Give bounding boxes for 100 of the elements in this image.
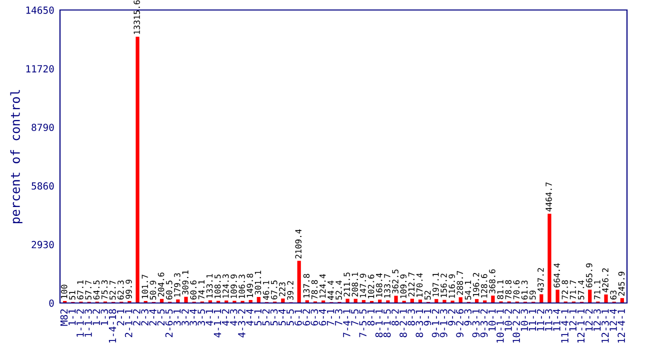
x-tick-label: 7-1: [327, 309, 334, 326]
data-label: 101.7: [142, 274, 148, 298]
x-tick-label: 9-1: [424, 309, 432, 326]
data-label: 288.7: [456, 271, 464, 295]
data-label: 437.2: [538, 268, 544, 292]
data-label: 52: [424, 290, 431, 300]
data-label: 51: [69, 290, 76, 300]
data-label: 124.3: [222, 274, 229, 298]
x-tick-label: 12-1: [569, 309, 576, 331]
data-label: 212.7: [408, 272, 414, 296]
data-label: 72.8: [562, 280, 568, 300]
x-tick-label: 12-3-1: [601, 309, 609, 343]
x-tick-label: 4-3-2: [238, 309, 246, 338]
x-tick-label: 5-3: [270, 309, 278, 326]
x-tick-label: 9-3-1: [472, 309, 480, 338]
x-tick-label: 1-1-3: [84, 309, 92, 337]
data-label: 133.1: [206, 274, 213, 298]
data-label: 197.1: [432, 272, 439, 296]
data-label: 368.6: [489, 269, 496, 294]
x-tick-label: 9-1-3: [440, 309, 448, 338]
x-tick-label: 7-4-1: [343, 309, 350, 338]
x-tick-label: 7-5-5: [359, 309, 367, 338]
data-label: 46.1: [262, 280, 270, 300]
x-tick-label: 10-1-1: [496, 309, 504, 343]
data-label: 426.2: [602, 268, 608, 292]
data-label: 75.3: [101, 280, 108, 300]
data-label: 156.2: [440, 274, 447, 298]
data-label: 39.2: [287, 281, 294, 300]
x-tick-label: 5-1: [254, 309, 262, 326]
x-tick-label: 12-2: [585, 309, 593, 331]
data-label: 60.6: [190, 280, 197, 300]
x-tick-label: 10-2-2: [512, 309, 520, 343]
data-label: 116.9: [448, 274, 455, 298]
x-tick-label: 8-2: [391, 309, 399, 326]
y-tick-label: 11720: [26, 65, 54, 72]
data-label: 109.9: [400, 274, 407, 298]
data-label: 57.4: [578, 280, 584, 300]
x-tick-label: 3-5: [198, 309, 205, 326]
x-tick-label: 1-1-2: [76, 309, 84, 337]
data-label: 67.1: [77, 280, 84, 300]
x-tick-label: 6-2: [302, 309, 310, 326]
x-tick-label: 4-1-1: [214, 309, 222, 338]
x-tick-label: 8-3: [408, 309, 415, 326]
x-tick-label: 11-1: [528, 309, 536, 331]
x-tick-label: 2-5: [157, 309, 165, 326]
x-tick-label: 4-3: [230, 309, 238, 326]
data-label: 78.8: [311, 280, 318, 300]
data-label: 109.9: [230, 274, 237, 298]
x-tick-label: 4-2: [222, 309, 230, 326]
x-tick-label: 8-1: [367, 309, 375, 326]
data-label: 106.3: [238, 274, 245, 298]
x-tick-label: 12-4-1: [618, 309, 625, 343]
data-label: 223: [279, 282, 286, 296]
data-label: 137.8: [303, 274, 310, 298]
y-tick-label: 2930: [32, 240, 54, 248]
y-tick-label: 5860: [32, 182, 54, 190]
data-label: 59: [529, 290, 536, 300]
x-tick-label: 8-1-5: [383, 309, 391, 338]
data-label: 61.3: [521, 280, 528, 300]
data-label: 211.5: [344, 272, 350, 296]
x-tick-label: 8-3-1: [416, 309, 424, 338]
x-tick-label: 11-4-1: [561, 309, 568, 343]
x-tick-label: 2-2: [133, 309, 140, 326]
data-label: 102.6: [368, 274, 374, 298]
data-label: 4464.7: [546, 182, 552, 212]
data-label: 52.4: [336, 280, 342, 300]
x-tick-label: 5-4: [278, 309, 286, 326]
x-tick-label: 12-3: [593, 309, 601, 331]
x-tick-label: 11-4: [553, 309, 560, 331]
data-label: 74.1: [198, 280, 204, 300]
data-label: 301.1: [254, 270, 262, 295]
x-tick-label: 9-1-2: [432, 309, 440, 338]
x-tick-label: M82: [60, 309, 68, 326]
data-label: 149.8: [246, 274, 254, 298]
x-tick-label: 1-1: [68, 309, 76, 325]
x-tick-label: 7-5: [351, 309, 358, 326]
y-tick-label: 0: [49, 300, 54, 307]
data-label: 100: [60, 284, 68, 298]
data-label: 179.3: [174, 273, 180, 297]
x-tick-label: 2-3: [141, 309, 148, 326]
data-label: 44.4: [328, 280, 334, 300]
x-tick-label: 10-2: [504, 309, 512, 331]
x-tick-label: 2-1-1: [124, 309, 132, 338]
x-tick-label: 8-2-1: [400, 309, 407, 338]
data-label: 665.9: [586, 263, 592, 288]
data-label: 147.9: [360, 274, 366, 298]
x-tick-label: 9-2-6: [456, 309, 464, 338]
data-label: 13315.6: [134, 0, 140, 34]
data-label: 168.4: [376, 273, 382, 297]
x-tick-label: 5-2: [262, 309, 270, 326]
data-label: 71.1: [594, 280, 600, 300]
data-label: 133.7: [384, 274, 390, 298]
data-label: 309.1: [182, 270, 188, 295]
data-label: 128.6: [480, 274, 488, 298]
x-tick-label: 4-1: [206, 309, 213, 326]
x-tick-label: 6-3: [310, 309, 318, 326]
data-label: 99.9: [126, 280, 132, 299]
x-tick-label: 9-3-2: [480, 309, 488, 338]
data-label: 81.1: [497, 280, 504, 300]
data-label: 245.9: [618, 272, 625, 296]
